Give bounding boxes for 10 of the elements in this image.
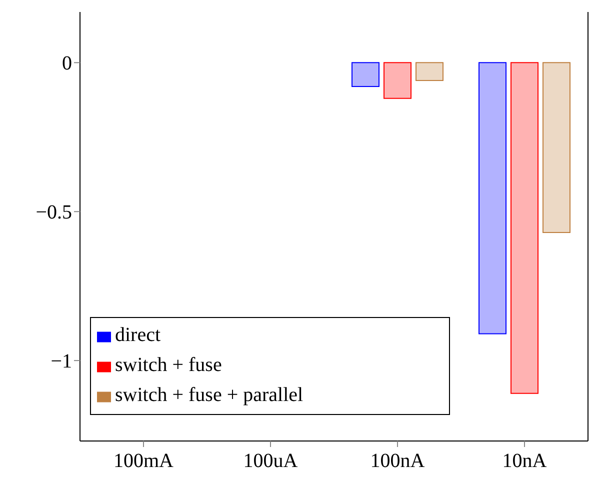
y-tick-label: −1 bbox=[50, 350, 72, 373]
y-tick-label: −0.5 bbox=[36, 202, 72, 224]
legend-label: direct bbox=[115, 324, 161, 346]
legend-label: switch + fuse + parallel bbox=[115, 384, 304, 406]
x-tick-label: 100nA bbox=[370, 450, 426, 472]
x-tick-label: 100uA bbox=[243, 450, 298, 472]
x-tick-label: 100mA bbox=[114, 450, 174, 472]
legend-label: switch + fuse bbox=[115, 354, 222, 376]
y-tick-label: 0 bbox=[62, 52, 72, 75]
x-tick-label: 10nA bbox=[502, 450, 548, 472]
